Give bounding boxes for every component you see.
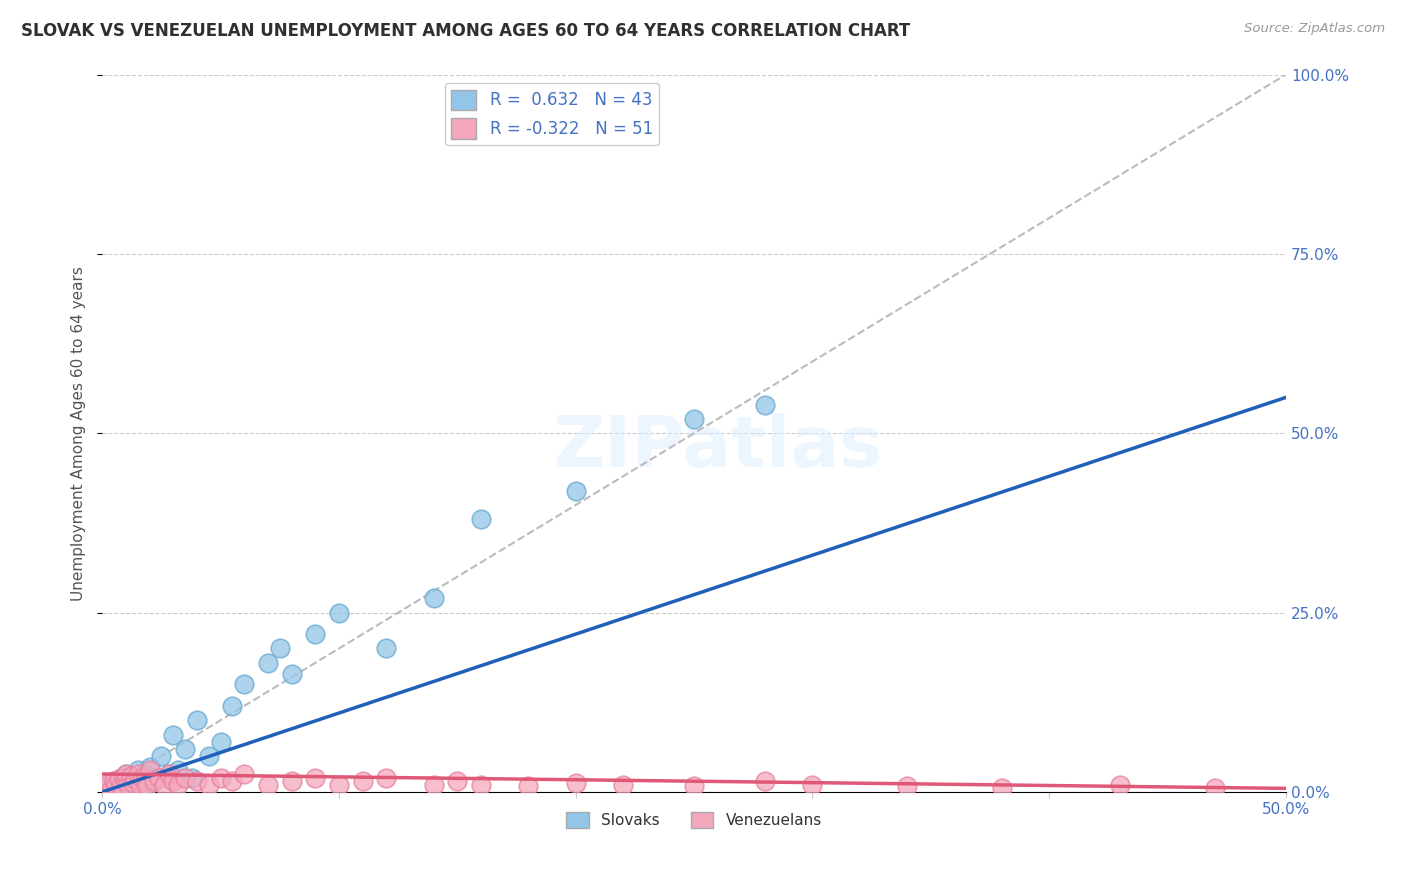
Point <box>167 764 190 778</box>
Legend: Slovaks, Venezuelans: Slovaks, Venezuelans <box>560 806 828 835</box>
Point <box>120 769 142 783</box>
Point <box>896 779 918 793</box>
Point <box>134 767 156 781</box>
Point <box>269 641 291 656</box>
Text: SLOVAK VS VENEZUELAN UNEMPLOYMENT AMONG AGES 60 TO 64 YEARS CORRELATION CHART: SLOVAK VS VENEZUELAN UNEMPLOYMENT AMONG … <box>21 22 910 40</box>
Point <box>683 779 706 793</box>
Point <box>103 774 125 789</box>
Point <box>517 779 540 793</box>
Point <box>98 776 121 790</box>
Point <box>138 760 160 774</box>
Point <box>127 764 149 778</box>
Point <box>304 627 326 641</box>
Point <box>148 771 170 785</box>
Y-axis label: Unemployment Among Ages 60 to 64 years: Unemployment Among Ages 60 to 64 years <box>72 266 86 600</box>
Point <box>352 774 374 789</box>
Point <box>131 771 153 785</box>
Point <box>470 778 492 792</box>
Point <box>470 512 492 526</box>
Point <box>129 771 152 785</box>
Point <box>422 778 444 792</box>
Point <box>162 774 184 789</box>
Point <box>209 771 232 785</box>
Point <box>683 412 706 426</box>
Point <box>107 772 129 786</box>
Point <box>612 778 634 792</box>
Point <box>100 779 122 793</box>
Point <box>197 778 219 792</box>
Point <box>110 779 132 793</box>
Point <box>136 779 159 793</box>
Point <box>280 774 302 789</box>
Point <box>115 767 138 781</box>
Point <box>304 771 326 785</box>
Point <box>257 778 280 792</box>
Point <box>446 774 468 789</box>
Point <box>122 776 145 790</box>
Point <box>209 735 232 749</box>
Point <box>117 774 139 789</box>
Point <box>280 666 302 681</box>
Point <box>221 698 243 713</box>
Point <box>1204 781 1226 796</box>
Point <box>152 778 174 792</box>
Point <box>422 591 444 606</box>
Point <box>991 781 1014 796</box>
Point <box>127 767 149 781</box>
Point <box>112 771 135 785</box>
Point <box>105 776 128 790</box>
Point <box>124 772 146 786</box>
Point <box>138 764 160 778</box>
Point <box>801 778 824 792</box>
Point <box>162 728 184 742</box>
Point <box>136 776 159 790</box>
Point <box>233 767 256 781</box>
Point <box>112 778 135 792</box>
Point <box>143 774 166 789</box>
Point <box>174 771 197 785</box>
Point <box>233 677 256 691</box>
Point <box>107 779 129 793</box>
Point <box>143 771 166 785</box>
Point <box>120 769 142 783</box>
Point <box>564 776 586 790</box>
Point <box>134 774 156 789</box>
Text: ZIPatlas: ZIPatlas <box>553 413 883 482</box>
Point <box>328 606 350 620</box>
Point <box>103 774 125 789</box>
Point <box>754 774 776 789</box>
Point <box>181 771 204 785</box>
Point <box>96 781 118 796</box>
Point <box>186 774 208 789</box>
Point <box>122 778 145 792</box>
Point <box>328 778 350 792</box>
Point <box>375 771 398 785</box>
Point <box>115 772 138 786</box>
Point <box>754 398 776 412</box>
Point <box>186 713 208 727</box>
Point <box>100 780 122 795</box>
Point <box>1109 778 1132 792</box>
Point <box>375 641 398 656</box>
Point <box>117 778 139 792</box>
Point <box>221 774 243 789</box>
Text: Source: ZipAtlas.com: Source: ZipAtlas.com <box>1244 22 1385 36</box>
Point <box>167 778 190 792</box>
Point <box>98 778 121 792</box>
Point <box>197 749 219 764</box>
Point <box>96 779 118 793</box>
Point <box>124 772 146 786</box>
Point <box>110 771 132 785</box>
Point <box>564 483 586 498</box>
Point <box>129 778 152 792</box>
Point <box>157 767 180 781</box>
Point <box>257 656 280 670</box>
Point <box>105 778 128 792</box>
Point <box>115 774 138 789</box>
Point <box>150 749 173 764</box>
Point <box>131 774 153 789</box>
Point <box>174 742 197 756</box>
Point <box>115 767 138 781</box>
Point <box>157 767 180 781</box>
